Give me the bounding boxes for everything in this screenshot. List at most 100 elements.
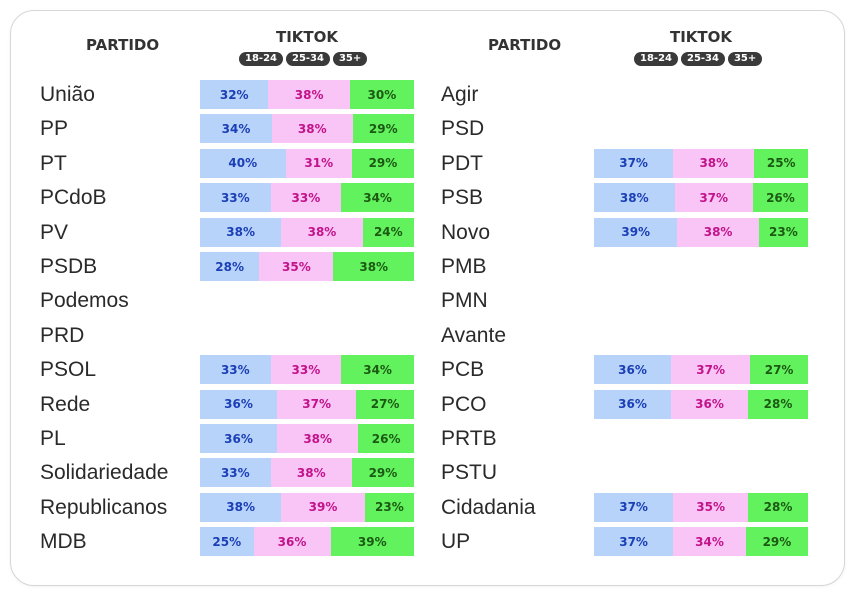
bar-segment-18-24: 39% (594, 217, 678, 247)
party-name: Republicanos (40, 495, 168, 519)
party-name: PDT (441, 151, 483, 175)
party-name: PSTU (441, 461, 498, 485)
table-row: PDT 37% 38% 25% (0, 148, 855, 178)
party-name: PRD (40, 323, 85, 347)
bar-segment-25-34: 33% (270, 183, 342, 213)
party-name: UP (441, 530, 471, 554)
table-row: PRTB (0, 424, 855, 453)
table-row: Agir (0, 80, 855, 109)
bar-segment-35-plus: 27% (356, 389, 414, 419)
bar-segment-18-24: 38% (200, 492, 282, 522)
bar-segment-18-24: 32% (200, 80, 269, 109)
party-name: PCdoB (40, 186, 107, 210)
bar-segment-35-plus: 30% (349, 80, 414, 109)
stacked-bar: 38% 39% 23% (200, 492, 414, 522)
bar-segment-35-plus: 26% (752, 183, 808, 213)
party-name: MDB (40, 530, 87, 554)
bar-segment-25-34: 38% (281, 217, 363, 247)
bar-segment-35-plus: 25% (754, 148, 808, 178)
table-row: Rede 36% 37% 27% (0, 389, 855, 419)
table-row: PCO 36% 36% 28% (0, 389, 855, 419)
bar-segment-35-plus: 29% (351, 458, 414, 488)
party-name: Avante (441, 323, 506, 347)
party-name: Solidariedade (40, 461, 169, 485)
party-name: Podemos (40, 289, 129, 313)
bar-segment-25-34: 36% (253, 527, 331, 557)
bar-segment-35-plus: 34% (341, 355, 414, 385)
bar-segment-35-plus: 26% (358, 424, 414, 453)
stacked-bar: 33% 38% 29% (200, 458, 414, 488)
table-card (10, 10, 845, 586)
bar-segment-18-24: 36% (594, 355, 672, 385)
partido-header-right: PARTIDO (488, 36, 562, 54)
party-name: PMB (441, 255, 487, 278)
bar-segment-18-24: 38% (594, 183, 675, 213)
bar-segment-25-34: 35% (259, 252, 334, 281)
party-name: PCO (441, 392, 487, 416)
bar-segment-18-24: 36% (594, 389, 672, 419)
table-row: Novo 39% 38% 23% (0, 217, 855, 247)
bar-segment-18-24: 37% (594, 148, 674, 178)
bar-segment-18-24: 33% (200, 183, 271, 213)
party-name: PMN (441, 289, 488, 313)
party-name: Cidadania (441, 495, 536, 519)
table-row: PCdoB 33% 33% 34% (0, 183, 855, 213)
bar-segment-18-24: 37% (594, 492, 674, 522)
bar-segment-25-34: 33% (270, 355, 342, 385)
stacked-bar: 34% 38% 29% (200, 114, 414, 144)
bar-segment-25-34: 34% (673, 527, 746, 557)
bar-segment-35-plus: 28% (748, 389, 808, 419)
table-row: PMB (0, 252, 855, 281)
age-pill-18-24: 18-24 (634, 52, 678, 66)
party-name: PCB (441, 358, 485, 382)
table-row: PSDB 28% 35% 38% (0, 252, 855, 281)
stacked-bar: 37% 38% 25% (594, 148, 808, 178)
tiktok-header-left: TIKTOK (275, 28, 339, 46)
table-row: Solidariedade 33% 38% 29% (0, 458, 855, 488)
stacked-bar: 40% 31% 29% (200, 148, 414, 178)
bar-segment-25-34: 38% (268, 80, 350, 109)
bar-segment-25-34: 38% (673, 148, 755, 178)
bar-segment-25-34: 35% (673, 492, 749, 522)
age-pill-35-plus: 35+ (727, 52, 763, 66)
stacked-bar: 39% 38% 23% (594, 217, 808, 247)
party-name: Novo (441, 220, 491, 244)
stacked-bar: 38% 38% 24% (200, 217, 414, 247)
age-legend-right: 18-24 25-34 35+ (634, 52, 763, 66)
table-row: PCB 36% 37% 27% (0, 355, 855, 385)
party-name: PRTB (441, 427, 497, 450)
party-name: PL (40, 427, 66, 450)
bar-segment-25-34: 31% (285, 148, 352, 178)
table-row: PRD (0, 321, 855, 350)
stacked-bar: 33% 33% 34% (200, 183, 414, 213)
bar-segment-18-24: 25% (200, 527, 254, 557)
table-row: União 32% 38% 30% (0, 80, 855, 109)
stacked-bar: 37% 34% 29% (594, 527, 808, 557)
stacked-bar: 38% 37% 26% (594, 183, 808, 213)
bar-segment-35-plus: 27% (750, 355, 808, 385)
table-row: PSB 38% 37% 26% (0, 183, 855, 213)
table-row: Cidadania 37% 35% 28% (0, 492, 855, 522)
party-name: PV (40, 220, 69, 244)
party-name: PSDB (40, 255, 98, 278)
party-name: PSB (441, 186, 484, 210)
bar-segment-25-34: 38% (272, 114, 353, 144)
bar-segment-18-24: 33% (200, 458, 271, 488)
bar-segment-35-plus: 23% (758, 217, 808, 247)
bar-segment-25-34: 37% (671, 355, 751, 385)
bar-segment-25-34: 38% (277, 424, 359, 453)
bar-segment-35-plus: 38% (333, 252, 414, 281)
partido-header-left: PARTIDO (86, 36, 160, 54)
bar-segment-25-34: 38% (677, 217, 759, 247)
tiktok-header-right: TIKTOK (669, 28, 733, 46)
table-row: PV 38% 38% 24% (0, 217, 855, 247)
bar-segment-35-plus: 29% (745, 527, 808, 557)
bar-segment-25-34: 36% (671, 389, 749, 419)
bar-segment-25-34: 37% (674, 183, 753, 213)
bar-segment-35-plus: 24% (362, 217, 414, 247)
table-row: PSOL 33% 33% 34% (0, 355, 855, 385)
bar-segment-35-plus: 23% (364, 492, 414, 522)
table-row: PP 34% 38% 29% (0, 114, 855, 144)
stacked-bar: 37% 35% 28% (594, 492, 808, 522)
bar-segment-18-24: 40% (200, 148, 286, 178)
